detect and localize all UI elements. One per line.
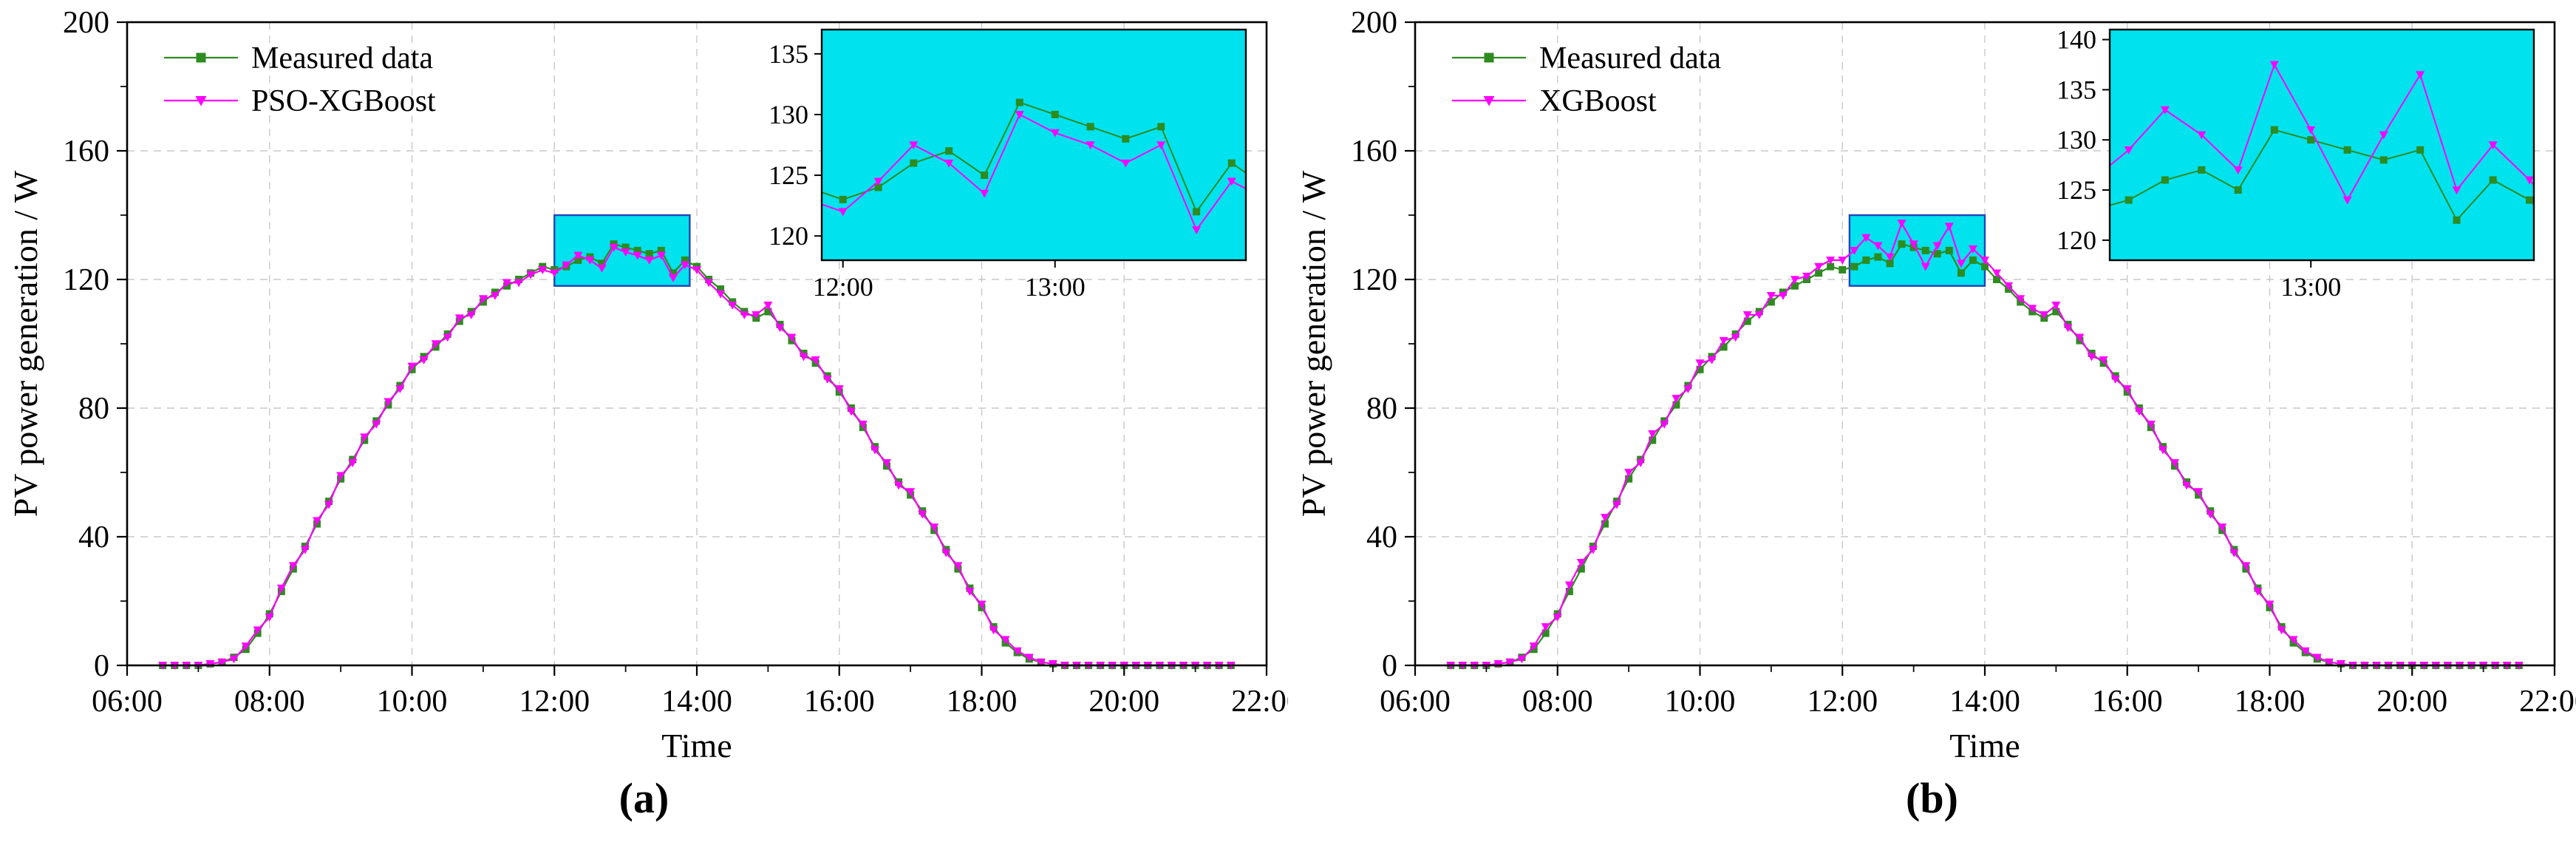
svg-text:12:00: 12:00 [519, 685, 590, 719]
svg-text:20:00: 20:00 [2376, 685, 2447, 719]
chart-a: 06:00 08:00 10:00 12:00 14:00 16:00 18:00 20:00… [7, 6, 1288, 764]
svg-text:13:00: 13:00 [2280, 272, 2341, 302]
svg-text:12:00: 12:00 [813, 272, 873, 302]
svg-text:16:00: 16:00 [2092, 685, 2163, 719]
svg-text:08:00: 08:00 [234, 685, 305, 719]
y-axis-title: PV power generation / W [7, 170, 44, 517]
x-axis-title: Time [661, 727, 732, 764]
y-axis-title: PV power generation / W [1295, 170, 1332, 517]
svg-text:06:00: 06:00 [92, 685, 163, 719]
svg-text:Measured data: Measured data [251, 41, 433, 75]
svg-text:22:00: 22:00 [1231, 685, 1288, 719]
svg-text:18:00: 18:00 [2235, 685, 2306, 719]
svg-text:18:00: 18:00 [947, 685, 1018, 719]
svg-text:125: 125 [2057, 175, 2096, 205]
svg-text:10:00: 10:00 [1665, 685, 1736, 719]
tick-labels: 06:00 08:00 10:00 12:00 14:00 16:00 18:00 20:00… [63, 6, 1288, 719]
svg-text:16:00: 16:00 [804, 685, 875, 719]
inset-series [2110, 61, 2534, 224]
axis-ticks [117, 21, 1268, 676]
svg-text:135: 135 [769, 39, 808, 69]
inset-tick-labels: 13:00 120 125 130 135 140 [2057, 25, 2341, 302]
axis-ticks [1405, 21, 2556, 676]
series-line-1 [163, 246, 1231, 667]
svg-text:0: 0 [94, 649, 109, 683]
svg-text:Measured data: Measured data [1539, 41, 1721, 75]
svg-text:120: 120 [769, 221, 808, 251]
svg-text:130: 130 [769, 100, 808, 129]
svg-text:12:00: 12:00 [1807, 685, 1878, 719]
chart-b: 06:00 08:00 10:00 12:00 14:00 16:00 18:00 20:00… [1295, 6, 2576, 764]
svg-text:140: 140 [2057, 25, 2096, 55]
inset-series [822, 98, 1246, 234]
inset-ticks [2102, 38, 2312, 268]
svg-text:120: 120 [63, 263, 109, 297]
legend-item-0: Measured data [1452, 41, 1721, 75]
series-markers-1 [1446, 220, 2524, 670]
svg-text:120: 120 [1351, 263, 1397, 297]
inset-ticks [814, 52, 1056, 268]
legend: Measured data PSO-XGBoost [164, 41, 436, 118]
svg-text:06:00: 06:00 [1380, 685, 1451, 719]
legend-item-1: XGBoost [1452, 84, 1657, 118]
inset: 13:00 120 125 130 135 140 [2057, 25, 2535, 302]
svg-text:130: 130 [2057, 125, 2096, 155]
inset-tick-labels: 12:00 13:00 120 125 130 135 [769, 39, 1086, 302]
svg-text:135: 135 [2057, 75, 2096, 104]
svg-text:XGBoost: XGBoost [1539, 84, 1657, 118]
legend-item-1: PSO-XGBoost [164, 84, 436, 118]
svg-text:160: 160 [63, 135, 109, 169]
svg-text:20:00: 20:00 [1088, 685, 1159, 719]
svg-text:80: 80 [1366, 392, 1397, 426]
panel-label-a: (a) [619, 774, 669, 822]
panel-a: 06:00 08:00 10:00 12:00 14:00 16:00 18:00 20:00… [7, 6, 1288, 822]
svg-text:200: 200 [1351, 6, 1397, 40]
svg-text:0: 0 [1382, 649, 1397, 683]
svg-text:40: 40 [1366, 520, 1397, 554]
svg-text:08:00: 08:00 [1522, 685, 1593, 719]
svg-text:10:00: 10:00 [377, 685, 448, 719]
svg-text:160: 160 [1351, 135, 1397, 169]
legend-item-0: Measured data [164, 41, 433, 75]
legend: Measured data XGBoost [1452, 41, 1721, 118]
svg-text:80: 80 [78, 392, 109, 426]
svg-text:PSO-XGBoost: PSO-XGBoost [251, 84, 436, 118]
x-axis-title: Time [1949, 727, 2020, 764]
inset: 12:00 13:00 120 125 130 135 [769, 28, 1247, 302]
svg-text:40: 40 [78, 520, 109, 554]
svg-text:120: 120 [2057, 225, 2096, 255]
tick-labels: 06:00 08:00 10:00 12:00 14:00 16:00 18:00 20:00… [1351, 6, 2576, 719]
svg-text:13:00: 13:00 [1025, 272, 1086, 302]
svg-text:22:00: 22:00 [2519, 685, 2576, 719]
svg-text:200: 200 [63, 6, 109, 40]
panel-label-b: (b) [1906, 774, 1958, 822]
panel-b: 06:00 08:00 10:00 12:00 14:00 16:00 18:00 20:00… [1288, 0, 2576, 865]
svg-text:14:00: 14:00 [661, 685, 732, 719]
svg-text:125: 125 [769, 160, 808, 190]
svg-text:14:00: 14:00 [1949, 685, 2020, 719]
